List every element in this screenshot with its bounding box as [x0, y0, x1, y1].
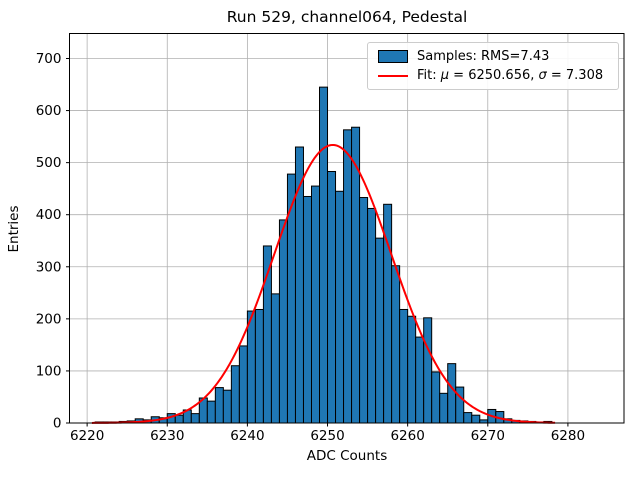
histogram-bar: [230, 365, 240, 424]
histogram-bar: [254, 308, 264, 424]
histogram-bar: [222, 389, 232, 424]
histogram-bar: [431, 371, 441, 424]
y-tick-label: 700: [36, 51, 62, 67]
mu-symbol: μ: [440, 68, 450, 83]
histogram-bar: [359, 197, 369, 424]
histogram-bar: [238, 345, 248, 424]
y-tick-label: 200: [36, 311, 62, 327]
legend-samples-label: Samples: RMS=7.43: [417, 49, 550, 64]
x-tick-label: 6250: [310, 428, 344, 444]
legend-box: Samples: RMS=7.43 Fit: μ = 6250.656, σ =…: [367, 42, 619, 90]
histogram-bar: [302, 195, 312, 424]
legend-fit-label: Fit: μ = 6250.656, σ = 7.308: [417, 68, 604, 83]
histogram-bar: [214, 387, 224, 424]
histogram-bar: [375, 237, 385, 424]
x-tick-label: 6240: [230, 428, 264, 444]
histogram-bar: [335, 190, 345, 424]
histogram-bar: [471, 414, 481, 424]
y-tick-label: 100: [36, 363, 62, 379]
y-tick-label: 400: [36, 207, 62, 223]
histogram-bar: [439, 392, 449, 424]
chart-title: Run 529, channel064, Pedestal: [226, 8, 468, 26]
histogram-bar: [399, 308, 409, 424]
y-tick-label: 300: [36, 259, 62, 275]
tick-marks: [66, 57, 569, 427]
y-axis-label: Entries: [6, 205, 22, 253]
x-tick-label: 6220: [70, 428, 104, 444]
histogram-bar: [327, 170, 337, 424]
histogram-bar: [391, 265, 401, 424]
histogram-bar: [174, 414, 184, 424]
x-tick-label: 6270: [471, 428, 505, 444]
histogram-bar: [319, 86, 329, 424]
y-tick-label: 600: [36, 103, 62, 119]
sigma-symbol: σ: [538, 68, 547, 83]
histogram-bar: [447, 363, 457, 424]
samples-swatch-icon: [378, 50, 408, 63]
x-tick-label: 6230: [150, 428, 184, 444]
fit-curve: [91, 143, 556, 424]
histogram-bar: [270, 293, 280, 424]
fit-line-swatch-icon: [378, 74, 408, 77]
histogram-bar: [407, 315, 417, 424]
x-tick-label: 6260: [390, 428, 424, 444]
histogram-bar: [310, 185, 321, 424]
histogram-bar: [246, 310, 256, 424]
histogram-bar: [367, 207, 377, 424]
tick-labels: 6220 6230 6240 6250 6260 6270 6280 0 100 200 300 40…: [36, 51, 585, 444]
y-tick-label: 500: [36, 155, 62, 171]
x-axis-label: ADC Counts: [306, 448, 388, 464]
axes-frame: [69, 33, 625, 424]
histogram-bar: [190, 413, 200, 424]
y-tick-label: 0: [53, 416, 62, 432]
histogram-bar: [343, 129, 353, 424]
legend-entry-fit: Fit: μ = 6250.656, σ = 7.308: [378, 67, 610, 84]
histogram-bar: [278, 219, 288, 424]
histogram-bar: [423, 317, 433, 424]
legend-entry-samples: Samples: RMS=7.43: [378, 48, 610, 65]
histogram-bar: [463, 412, 473, 424]
x-tick-label: 6280: [551, 428, 585, 444]
histogram-bar: [415, 336, 425, 424]
histogram-bar: [206, 400, 216, 424]
